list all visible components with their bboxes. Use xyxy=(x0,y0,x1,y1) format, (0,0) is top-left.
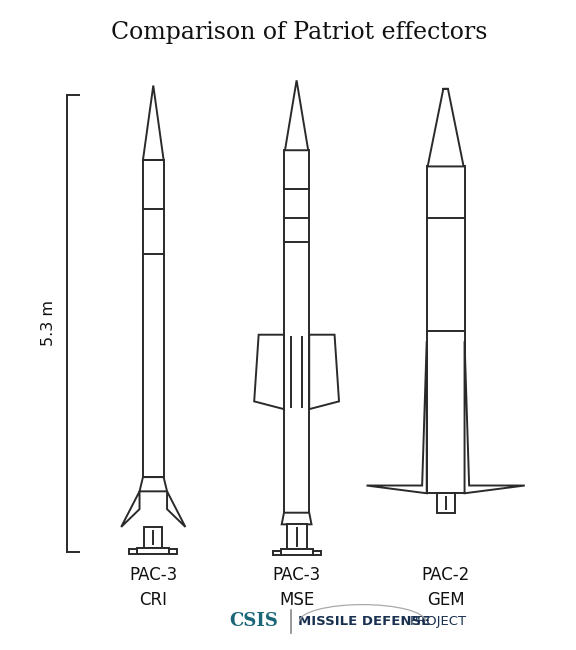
Polygon shape xyxy=(143,160,164,477)
Polygon shape xyxy=(427,89,464,166)
Text: MISSILE DEFENSE: MISSILE DEFENSE xyxy=(298,615,431,628)
Polygon shape xyxy=(437,493,454,513)
Polygon shape xyxy=(366,341,427,493)
Polygon shape xyxy=(169,549,177,554)
Polygon shape xyxy=(121,491,139,527)
Polygon shape xyxy=(282,513,312,525)
Polygon shape xyxy=(167,491,185,527)
Polygon shape xyxy=(465,341,525,493)
Polygon shape xyxy=(129,549,137,554)
Text: CSIS: CSIS xyxy=(229,612,278,630)
Text: PROJECT: PROJECT xyxy=(410,615,467,628)
Polygon shape xyxy=(284,150,309,513)
Text: PAC-2
GEM: PAC-2 GEM xyxy=(422,566,470,608)
Polygon shape xyxy=(309,335,339,409)
Polygon shape xyxy=(143,86,164,160)
Polygon shape xyxy=(254,335,284,409)
Polygon shape xyxy=(285,81,308,150)
Polygon shape xyxy=(137,548,169,554)
Polygon shape xyxy=(313,551,321,555)
Text: Comparison of Patriot effectors: Comparison of Patriot effectors xyxy=(111,21,488,44)
Text: PAC-3
CRI: PAC-3 CRI xyxy=(129,566,177,608)
Polygon shape xyxy=(287,525,306,549)
Polygon shape xyxy=(281,549,313,555)
Polygon shape xyxy=(427,166,465,493)
Polygon shape xyxy=(272,551,281,555)
Polygon shape xyxy=(139,477,167,491)
Polygon shape xyxy=(145,527,162,548)
Text: PAC-3
MSE: PAC-3 MSE xyxy=(272,566,321,608)
Text: 5.3 m: 5.3 m xyxy=(41,300,56,346)
